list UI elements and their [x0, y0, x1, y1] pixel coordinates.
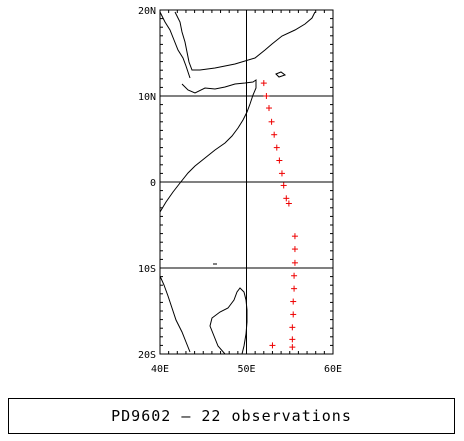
arabian-coast: [174, 11, 316, 71]
observation-plus-marker: [289, 344, 296, 351]
observation-plus-marker: [263, 93, 270, 99]
lon-label-60e: 60E: [324, 364, 342, 375]
lon-label-40e: 40E: [151, 364, 169, 375]
lat-label-10s: 10S: [138, 264, 156, 275]
lat-label-20s: 20S: [138, 350, 156, 361]
observation-plus-marker: [290, 311, 297, 318]
observation-plus-marker: [273, 144, 280, 151]
lat-label-10n: 10N: [138, 92, 156, 103]
lon-label-50e: 50E: [237, 364, 255, 375]
latitude-labels: 20N 10N 0 10S 20S: [138, 6, 156, 361]
socotra-island: [275, 71, 287, 78]
mozambique-coast: [159, 275, 191, 353]
observation-plus-marker: [291, 259, 298, 266]
observation-plus-marker: [269, 342, 276, 349]
observation-plus-marker: [290, 298, 297, 305]
observation-plus-marker: [289, 336, 296, 343]
axis-ticks: [159, 9, 334, 355]
caption-text: PD9602 — 22 observations: [111, 407, 352, 425]
observation-plus-marker: [276, 157, 283, 164]
observation-plus-marker: [278, 170, 285, 177]
map-grid: [159, 9, 334, 355]
caption-box: PD9602 — 22 observations: [8, 398, 455, 434]
observation-plus-marker: [271, 131, 278, 138]
longitude-labels: 40E 50E 60E: [151, 364, 342, 375]
observation-plus-marker: [291, 233, 298, 240]
observation-plus-marker: [289, 324, 296, 331]
observation-plus-marker: [285, 200, 292, 207]
observation-track: [260, 80, 298, 351]
gulf-of-aden-coast: [159, 79, 257, 213]
red-sea-west-coast: [159, 11, 191, 79]
observation-plus-marker: [291, 285, 298, 292]
lat-label-0: 0: [150, 178, 156, 189]
observation-plus-marker: [280, 182, 287, 189]
observation-plus-marker: [291, 272, 298, 279]
lat-label-20n: 20N: [138, 6, 156, 17]
observation-plus-marker: [283, 195, 290, 202]
observation-plus-marker: [265, 105, 272, 112]
observation-plus-marker: [268, 118, 275, 125]
madagascar: [209, 287, 248, 355]
observation-plus-marker: [260, 80, 267, 87]
coastlines: [159, 11, 316, 355]
observation-plus-marker: [291, 246, 298, 253]
